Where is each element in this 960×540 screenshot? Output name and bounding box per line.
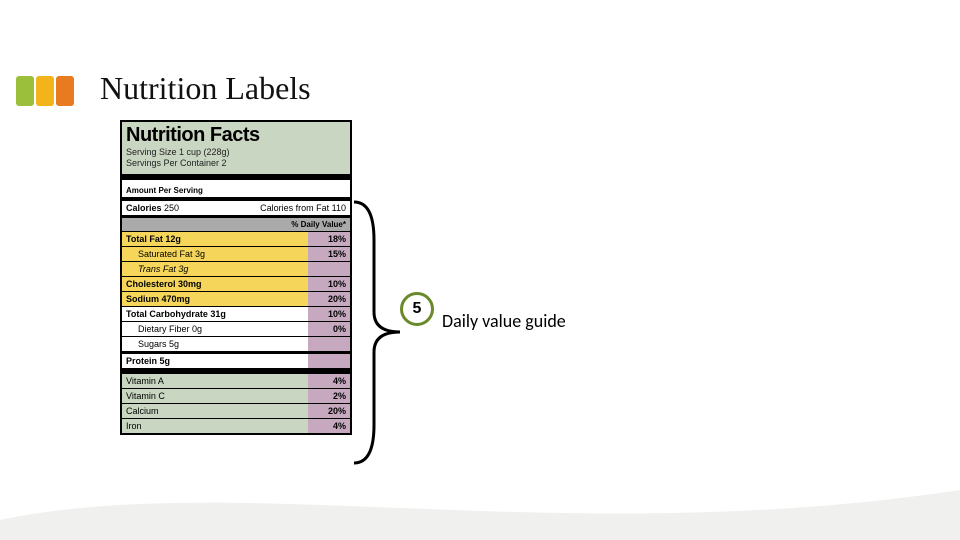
vitamin-dv: 20%: [308, 404, 350, 418]
nutrient-dv: [308, 262, 350, 276]
calories-from-fat: Calories from Fat 110: [256, 201, 350, 215]
nutrient-row: Saturated Fat 3g15%: [122, 246, 350, 261]
calories-value: 250: [164, 203, 179, 213]
vitamin-label: Vitamin C: [122, 389, 308, 403]
label-heading: Nutrition Facts: [126, 124, 346, 147]
nutrient-row: Cholesterol 30mg10%: [122, 276, 350, 291]
tab-green: [16, 76, 34, 106]
footer-swoosh: [0, 460, 960, 540]
tab-orange: [56, 76, 74, 106]
nutrient-dv: [308, 337, 350, 351]
nutrient-rows: Total Fat 12g18%Saturated Fat 3g15%Trans…: [122, 231, 350, 351]
protein-label: Protein 5g: [122, 354, 308, 368]
vitamin-row: Calcium20%: [122, 403, 350, 418]
vitamin-dv: 4%: [308, 374, 350, 388]
vitamin-row: Vitamin A4%: [122, 374, 350, 388]
nutrient-dv: 18%: [308, 232, 350, 246]
nutrient-label: Total Carbohydrate 31g: [122, 307, 308, 321]
nutrient-dv: 0%: [308, 322, 350, 336]
calories-label: Calories 250: [122, 201, 256, 215]
serving-size: Serving Size 1 cup (228g): [126, 147, 346, 158]
curly-brace-icon: [352, 200, 402, 465]
color-tabs: [16, 76, 74, 106]
nutrient-label: Cholesterol 30mg: [122, 277, 308, 291]
protein-dv: [308, 354, 350, 368]
vitamin-rows: Vitamin A4%Vitamin C2%Calcium20%Iron4%: [122, 374, 350, 433]
nutrient-row: Total Fat 12g18%: [122, 231, 350, 246]
amount-per-serving: Amount Per Serving: [126, 186, 346, 195]
nutrient-row: Dietary Fiber 0g0%: [122, 321, 350, 336]
nutrient-label: Sodium 470mg: [122, 292, 308, 306]
calories-row: Calories 250 Calories from Fat 110: [122, 200, 350, 215]
page-title: Nutrition Labels: [100, 70, 311, 107]
nutrient-dv: 20%: [308, 292, 350, 306]
callout-number: 5: [413, 300, 422, 318]
callout-number-circle: 5: [400, 292, 434, 326]
callout: 5 Daily value guide: [400, 292, 566, 332]
vitamin-row: Iron4%: [122, 418, 350, 433]
nutrient-dv: 15%: [308, 247, 350, 261]
vitamin-dv: 2%: [308, 389, 350, 403]
nutrient-row: Sodium 470mg20%: [122, 291, 350, 306]
nutrient-label: Sugars 5g: [122, 337, 308, 351]
tab-yellow: [36, 76, 54, 106]
amount-per-serving-bar: Amount Per Serving: [122, 180, 350, 200]
nutrition-label: Nutrition Facts Serving Size 1 cup (228g…: [120, 120, 352, 435]
callout-text: Daily value guide: [442, 292, 566, 332]
nutrient-label: Total Fat 12g: [122, 232, 308, 246]
nutrient-row: Trans Fat 3g: [122, 261, 350, 276]
nutrient-row: Sugars 5g: [122, 336, 350, 351]
vitamin-label: Calcium: [122, 404, 308, 418]
label-header: Nutrition Facts Serving Size 1 cup (228g…: [122, 122, 350, 180]
vitamin-dv: 4%: [308, 419, 350, 433]
nutrient-row: Total Carbohydrate 31g10%: [122, 306, 350, 321]
nutrient-label: Dietary Fiber 0g: [122, 322, 308, 336]
nutrient-dv: 10%: [308, 307, 350, 321]
vitamin-label: Iron: [122, 419, 308, 433]
calories-word: Calories: [126, 203, 162, 213]
nutrient-label: Trans Fat 3g: [122, 262, 308, 276]
nutrient-label: Saturated Fat 3g: [122, 247, 308, 261]
dv-header: % Daily Value*: [122, 218, 350, 231]
vitamin-row: Vitamin C2%: [122, 388, 350, 403]
slide: Nutrition Labels Nutrition Facts Serving…: [0, 0, 960, 540]
vitamin-label: Vitamin A: [122, 374, 308, 388]
nutrient-dv: 10%: [308, 277, 350, 291]
servings-per: Servings Per Container 2: [126, 158, 346, 169]
protein-row: Protein 5g: [122, 354, 350, 368]
